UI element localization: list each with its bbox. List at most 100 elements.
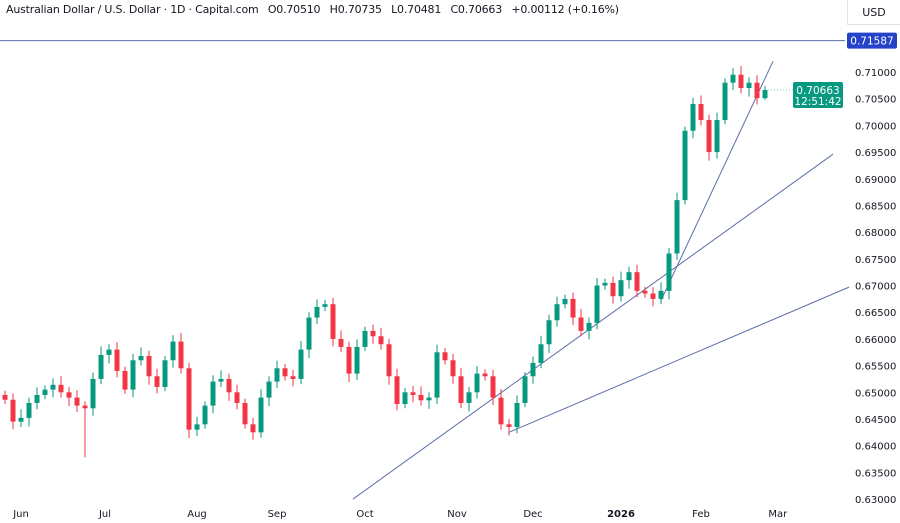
candle <box>586 317 592 340</box>
currency-button[interactable]: USD <box>847 0 900 25</box>
candle-body <box>650 293 656 299</box>
candle <box>658 282 664 305</box>
candle <box>762 86 768 100</box>
candle <box>330 297 336 347</box>
candle <box>66 386 72 407</box>
candle <box>578 309 584 337</box>
x-tick-label: Jul <box>98 509 111 520</box>
y-tick-label: 0.63000 <box>855 495 896 506</box>
candle-body <box>226 378 232 393</box>
candle <box>442 347 448 365</box>
level-price-label: 0.71587 <box>850 36 893 48</box>
candle <box>186 362 192 439</box>
candle <box>618 271 624 302</box>
ohlc-open: O0.70510 <box>267 3 321 16</box>
candle <box>594 278 600 330</box>
candle <box>234 384 240 410</box>
candle-body <box>458 376 464 403</box>
candle <box>50 378 56 398</box>
candle-body <box>658 290 664 299</box>
candle-body <box>306 317 312 350</box>
y-tick-label: 0.64500 <box>855 415 896 426</box>
candle-body <box>586 322 592 331</box>
candle-body <box>746 82 752 89</box>
candle-body <box>506 424 512 427</box>
candle-body <box>738 74 744 89</box>
candle <box>514 395 520 434</box>
symbol-title[interactable]: Australian Dollar / U.S. Dollar · 1D · C… <box>6 3 259 16</box>
candle-body <box>138 355 144 361</box>
candle <box>346 341 352 383</box>
y-tick-label: 0.64000 <box>855 442 896 453</box>
candle <box>410 385 416 403</box>
level-price-label-bg <box>847 32 897 49</box>
y-tick-label: 0.69500 <box>855 148 896 159</box>
candle <box>754 75 760 105</box>
candle-body <box>218 378 224 382</box>
candle-body <box>146 355 152 377</box>
candle <box>714 112 720 159</box>
candle <box>370 324 376 344</box>
candle <box>354 339 360 381</box>
candle-body <box>354 346 360 374</box>
candle <box>146 350 152 385</box>
candle <box>274 360 280 389</box>
candle <box>138 347 144 366</box>
y-tick-label: 0.69000 <box>855 175 896 186</box>
candle-body <box>34 394 40 403</box>
candle <box>298 341 304 385</box>
candle-body <box>642 290 648 294</box>
candle-body <box>162 360 168 387</box>
candle <box>258 389 264 438</box>
candle-body <box>130 360 136 390</box>
y-tick-label: 0.65500 <box>855 362 896 373</box>
candle-body <box>706 120 712 153</box>
x-tick-label: Mar <box>768 509 788 520</box>
candle <box>682 126 688 205</box>
candle-body <box>314 306 320 318</box>
candle <box>18 409 24 427</box>
candle <box>538 335 544 369</box>
candle <box>282 363 288 381</box>
candle <box>378 327 384 350</box>
candle <box>698 95 704 126</box>
candle <box>362 326 368 352</box>
candle-body <box>258 397 264 433</box>
x-tick-label: 2026 <box>607 509 635 520</box>
candle-body <box>562 298 568 305</box>
candle-body <box>578 317 584 331</box>
y-tick-label: 0.67500 <box>855 255 896 266</box>
x-tick-label: Aug <box>187 509 207 520</box>
candle <box>602 278 608 290</box>
candle <box>386 338 392 385</box>
candle-body <box>482 373 488 377</box>
candle-body <box>362 330 368 347</box>
candle <box>26 397 32 427</box>
y-tick-label: 0.68500 <box>855 201 896 212</box>
y-tick-label: 0.70500 <box>855 95 896 106</box>
bar-countdown: 12:51:42 <box>794 96 841 108</box>
candle <box>202 401 208 429</box>
candle-body <box>442 352 448 361</box>
candle-body <box>698 104 704 121</box>
candle <box>314 299 320 324</box>
candle <box>506 418 512 436</box>
x-tick-label: Dec <box>523 509 542 520</box>
candle <box>10 393 16 430</box>
candle <box>634 264 640 298</box>
candle-body <box>714 120 720 153</box>
candle <box>250 417 256 440</box>
candle-body <box>170 341 176 361</box>
candle-body <box>594 285 600 323</box>
candle-body <box>114 349 120 371</box>
trendline <box>352 153 834 500</box>
candle-body <box>18 417 24 422</box>
candle-body <box>666 253 672 291</box>
candle <box>402 388 408 409</box>
last-price-label: 0.70663 <box>796 85 839 97</box>
candle-body <box>330 304 336 339</box>
candle <box>130 353 136 398</box>
candle-body <box>450 360 456 377</box>
